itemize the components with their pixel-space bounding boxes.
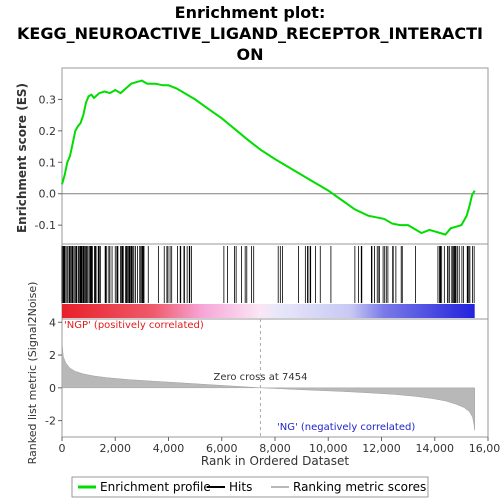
x-tick-label: 12,000: [362, 442, 401, 455]
metric-y-tick-label: 0: [49, 382, 56, 395]
x-axis-label: Rank in Ordered Dataset: [201, 454, 349, 468]
metric-y-ticks: 4 2 0 -2: [45, 316, 62, 428]
legend-box: [71, 476, 429, 498]
x-tick-label: 16,000: [469, 442, 500, 455]
ranking-metric-area: [61, 341, 475, 431]
metric-y-tick-label: 2: [49, 349, 56, 362]
x-tick-label: 8,000: [259, 442, 291, 455]
annotation-positive: 'NGP' (positively correlated): [64, 320, 204, 331]
legend: Enrichment profile Hits Ranking metric s…: [71, 476, 429, 498]
es-panel-frame: [61, 67, 489, 245]
x-tick-label: 4,000: [153, 442, 185, 455]
x-tick-label: 2,000: [100, 442, 132, 455]
chart-title-line-1: Enrichment plot:: [174, 3, 326, 22]
x-tick-label: 6,000: [206, 442, 238, 455]
es-y-tick-label: 0.3: [39, 93, 57, 106]
rank-gradient-bar: [62, 304, 475, 318]
es-y-ticks: 0.3 0.2 0.1 0.0 -0.1: [35, 93, 62, 232]
metric-panel-frame: [61, 318, 489, 438]
x-tick-label: 14,000: [416, 442, 455, 455]
chart-title-line-2: KEGG_NEUROACTIVE_LIGAND_RECEPTOR_INTERAC…: [16, 24, 484, 43]
metric-y-axis-label: Ranked list metric (Signal2Noise): [26, 282, 39, 465]
metric-y-tick-label: -2: [45, 415, 56, 428]
es-y-tick-label: -0.1: [35, 219, 56, 232]
hits-panel: [61, 243, 489, 320]
x-ticks: 0 2,000 4,000 6,000 8,000 10,000 12,000 14,000 1…: [59, 437, 500, 455]
chart-title-line-3: ON: [236, 45, 264, 64]
annotation-zero-cross: Zero cross at 7454: [213, 372, 307, 383]
chart-title: Enrichment plot: KEGG_NEUROACTIVE_LIGAND…: [0, 2, 500, 65]
x-tick-label: 10,000: [309, 442, 348, 455]
annotation-negative: 'NG' (negatively correlated): [277, 422, 415, 433]
legend-metric-label: Ranking metric scores: [293, 480, 426, 494]
es-panel: 0.3 0.2 0.1 0.0 -0.1 Enrichment score (ES): [15, 67, 489, 245]
hits-marks: [61, 246, 475, 303]
es-y-tick-label: 0.1: [39, 156, 57, 169]
es-y-tick-label: 0.0: [39, 188, 57, 201]
enrichment-profile-line: [61, 79, 476, 236]
metric-y-tick-label: 4: [49, 316, 56, 329]
legend-enrichment-label: Enrichment profile: [100, 480, 211, 494]
legend-hits-label: Hits: [229, 480, 252, 494]
metric-panel: 4 2 0 -2 0 2,000 4,000 6,000 8,000 10,000 12,000 1…: [26, 282, 500, 468]
es-y-axis-label: Enrichment score (ES): [15, 83, 29, 233]
es-y-tick-label: 0.2: [39, 125, 57, 138]
x-tick-label: 0: [59, 442, 66, 455]
